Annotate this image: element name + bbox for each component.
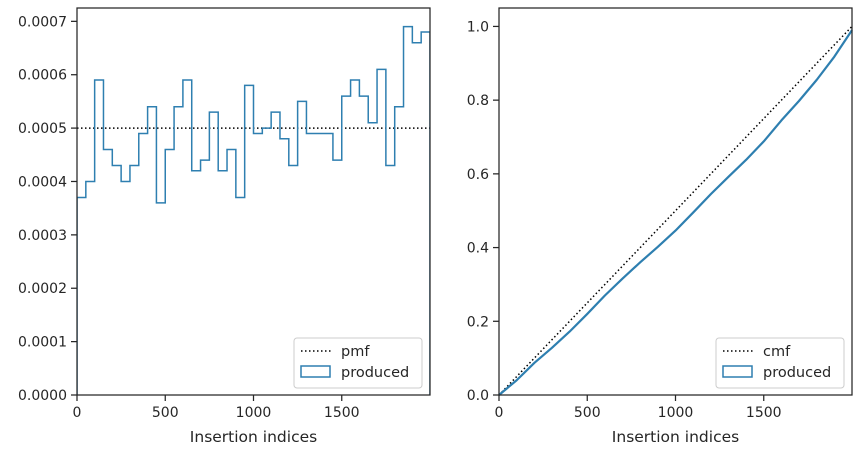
left-x-axis-label: Insertion indices [190,428,317,446]
left-y-tick-label: 0.0004 [18,174,67,190]
right-legend: cmf produced [715,337,845,389]
right-x-tick-label: 1000 [658,405,694,421]
left-y-tick-label: 0.0005 [18,121,67,137]
right-y-tick-label: 0.8 [467,93,489,109]
left-y-tick-label: 0.0006 [18,68,67,84]
right-legend-label-produced: produced [763,365,831,381]
right-chart: 0 500 1000 1500 0.0 0.2 0.4 0.6 0.8 1.0 Insertion… [467,7,853,446]
left-x-tick-label: 0 [73,405,82,421]
right-series-cmf-line [498,25,853,396]
right-y-tick-label: 0.0 [467,388,489,404]
left-legend-label-produced: produced [341,365,409,381]
right-y-tick-label: 0.4 [467,241,489,257]
left-plot-frame [76,7,431,396]
left-y-tick-label: 0.0007 [18,14,67,30]
right-x-axis-label: Insertion indices [612,428,739,446]
right-y-tick-label: 0.2 [467,314,489,330]
left-x-tick-label: 1500 [324,405,360,421]
right-x-tick-label: 1500 [746,405,782,421]
right-legend-swatch-produced [722,365,753,378]
right-plot-frame [498,7,853,396]
left-legend-label-pmf: pmf [341,344,370,360]
left-series-produced-histogram [77,25,430,395]
right-x-tick-label: 500 [574,405,601,421]
left-x-tick-label: 500 [152,405,179,421]
left-legend-swatch-produced [300,365,331,378]
left-y-tick-label: 0.0003 [18,228,67,244]
left-x-tick-label: 1000 [236,405,272,421]
left-y-tick-label: 0.0000 [18,388,67,404]
left-y-tick-label: 0.0001 [18,335,67,351]
right-legend-label-cmf: cmf [763,344,791,360]
right-series-produced-line [498,29,853,396]
left-y-tick-label: 0.0002 [18,281,67,297]
right-y-tick-label: 0.6 [467,167,489,183]
right-x-tick-label: 0 [495,405,504,421]
left-chart: 0 500 1000 1500 0.0000 0.0001 0.0002 0.0003 0.00… [18,7,431,446]
left-legend: pmf produced [293,337,423,389]
right-y-tick-label: 1.0 [467,19,489,35]
